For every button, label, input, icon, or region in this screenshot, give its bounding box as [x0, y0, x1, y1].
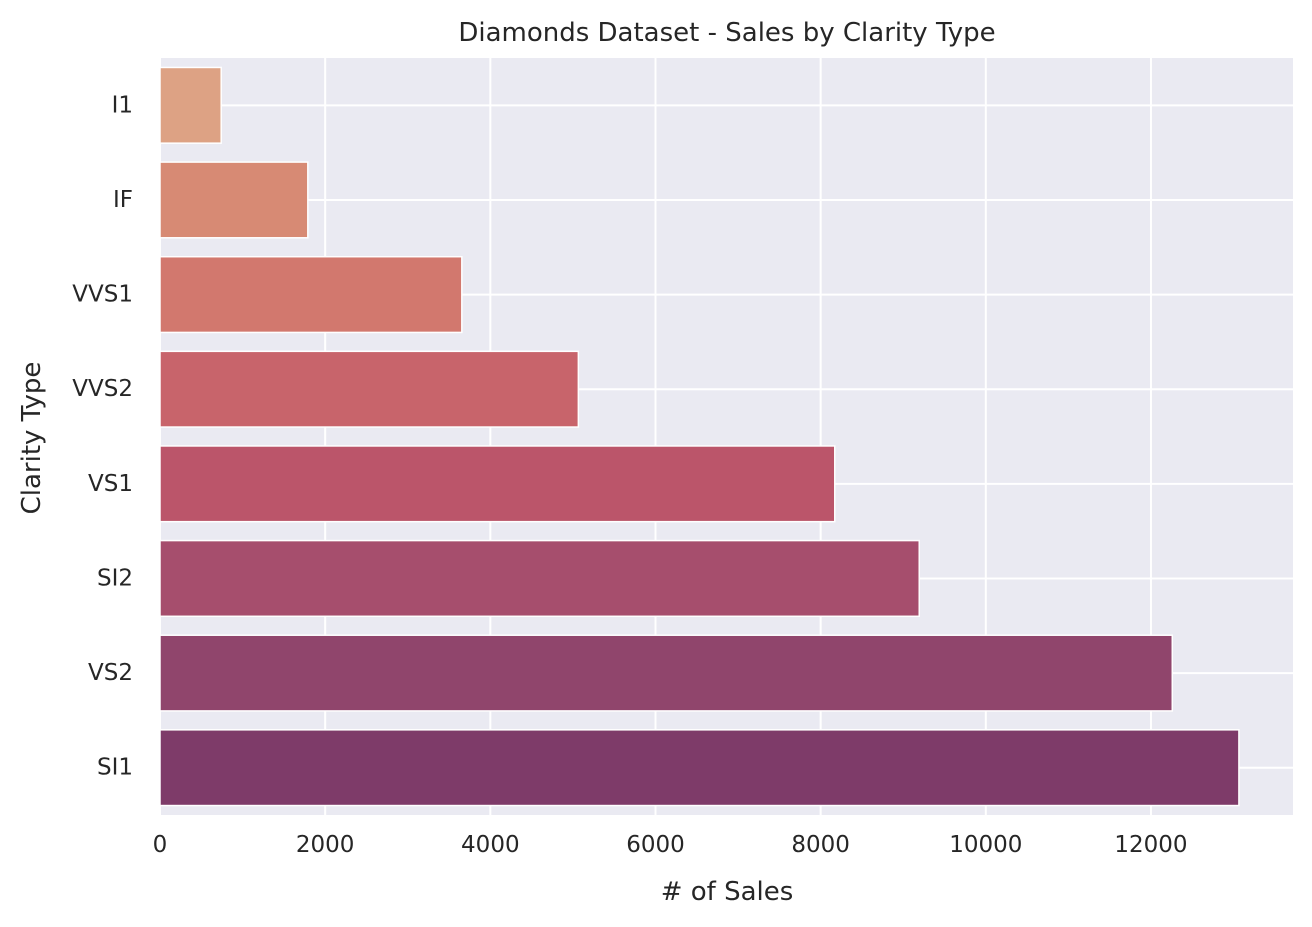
bar-if [159, 161, 309, 239]
bar-vs1 [159, 445, 836, 523]
x-tick-label: 4000 [461, 832, 520, 858]
y-tick-label: IF [113, 187, 133, 213]
bar-si2 [159, 539, 920, 618]
y-tick-label: VS1 [88, 471, 133, 497]
y-tick-labels: I1 IF VVS1 VVS2 VS1 SI2 VS2 SI1 [72, 92, 133, 780]
y-tick-label: I1 [112, 92, 133, 118]
y-tick-label: VS2 [88, 660, 133, 686]
chart-title: Diamonds Dataset - Sales by Clarity Type [458, 18, 995, 48]
bar-vvs2 [159, 350, 580, 428]
bar-vvs1 [159, 255, 463, 334]
x-tick-labels: 0 2000 4000 6000 8000 10000 12000 [153, 832, 1188, 858]
x-axis-label: # of Sales [661, 877, 794, 907]
y-tick-label: VVS1 [72, 282, 133, 308]
y-tick-label: SI1 [97, 755, 133, 781]
y-tick-label: SI2 [97, 565, 133, 591]
x-tick-label: 6000 [626, 832, 685, 858]
x-tick-label: 10000 [949, 832, 1022, 858]
bar-vs2 [159, 634, 1174, 712]
x-tick-label: 2000 [296, 832, 355, 858]
x-tick-label: 0 [153, 832, 168, 858]
x-tick-label: 8000 [791, 832, 850, 858]
y-tick-label: VVS2 [72, 376, 133, 402]
bar-si1 [159, 729, 1240, 807]
bar-i1 [159, 66, 222, 144]
y-axis-label: Clarity Type [17, 362, 47, 515]
x-tick-label: 12000 [1114, 832, 1187, 858]
bars [159, 66, 1240, 807]
